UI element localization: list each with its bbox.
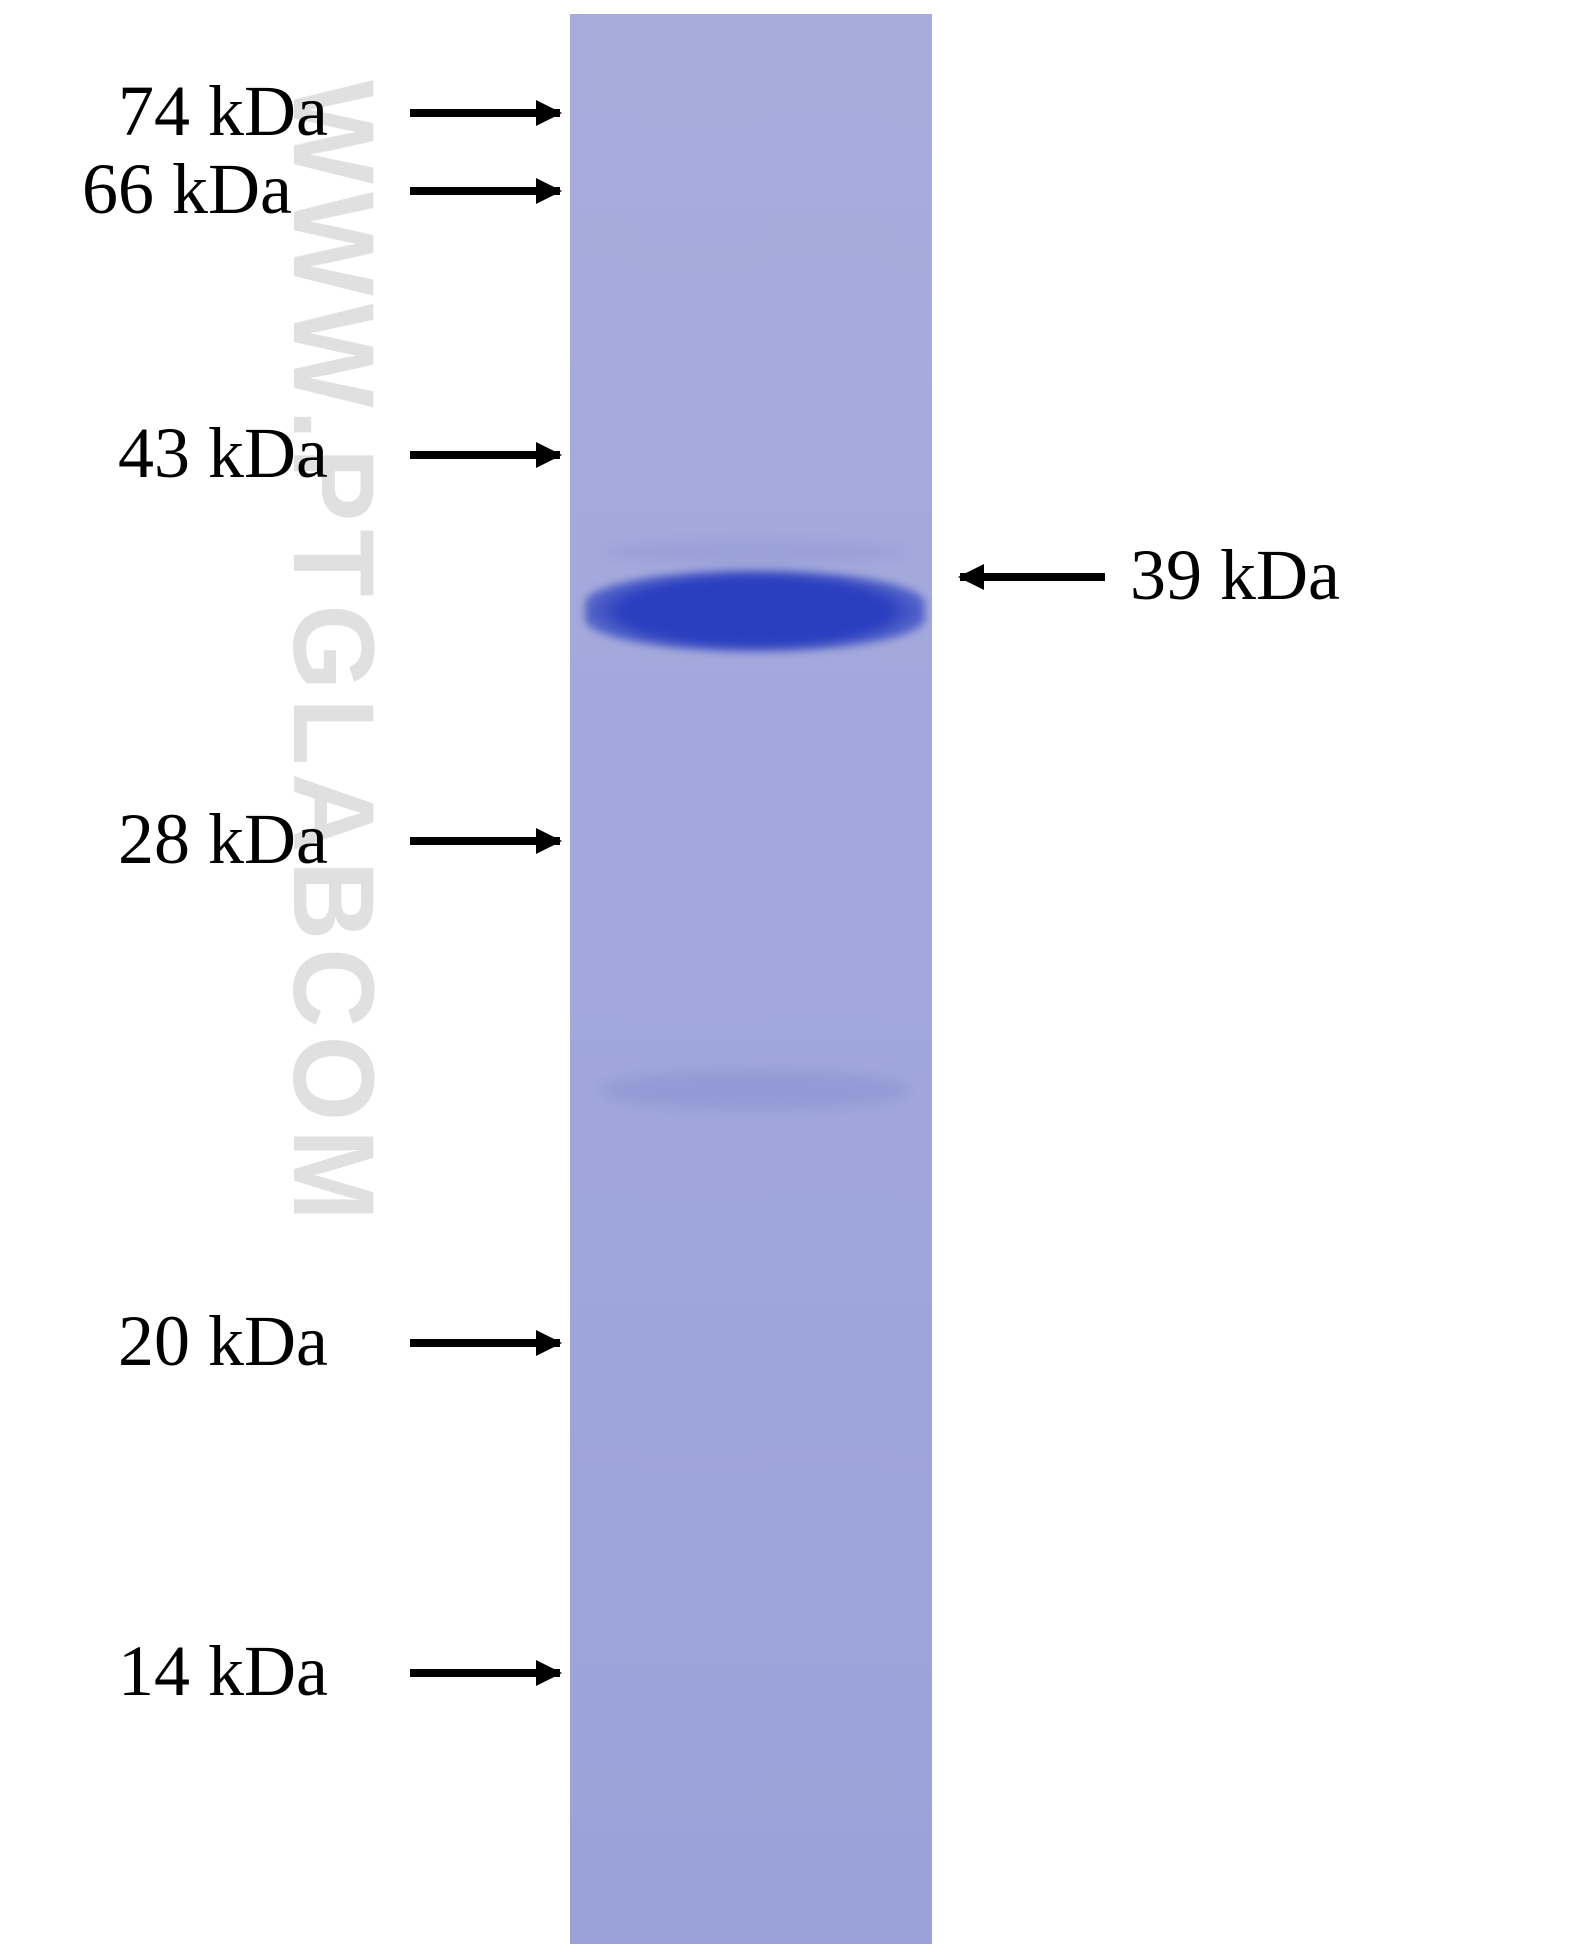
marker-label-1: 66 kDa	[82, 148, 292, 231]
watermark-text: WWW.PTGLABCOM	[267, 80, 400, 1229]
marker-label-0: 74 kDa	[118, 70, 328, 153]
protein-band	[585, 570, 925, 652]
marker-label-3: 28 kDa	[118, 798, 328, 881]
target-arrow	[960, 576, 1105, 577]
marker-label-5: 14 kDa	[118, 1630, 328, 1713]
target-label: 39 kDa	[1130, 534, 1340, 617]
marker-arrow-3	[410, 840, 560, 841]
marker-arrow-4	[410, 1342, 560, 1343]
marker-arrow-1	[410, 190, 560, 191]
marker-label-4: 20 kDa	[118, 1300, 328, 1383]
marker-label-2: 43 kDa	[118, 412, 328, 495]
gel-lane	[570, 14, 932, 1944]
marker-arrow-0	[410, 112, 560, 113]
marker-arrow-5	[410, 1672, 560, 1673]
marker-arrow-2	[410, 454, 560, 455]
faint-band-0	[600, 1070, 910, 1110]
faint-band-1	[600, 540, 910, 564]
